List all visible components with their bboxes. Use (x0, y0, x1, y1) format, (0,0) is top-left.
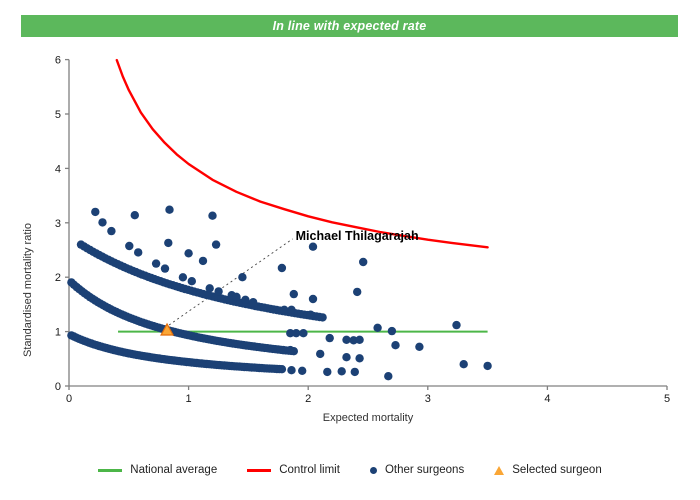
surgeon-dot[interactable] (165, 205, 174, 214)
surgeon-dot[interactable] (289, 289, 298, 299)
surgeon-dot[interactable] (214, 287, 223, 296)
surgeon-dot[interactable] (151, 259, 161, 268)
surgeon-dot[interactable] (350, 367, 359, 377)
surgeon-dot[interactable] (125, 241, 134, 251)
surgeon-dot-icon (369, 466, 377, 474)
surgeon-dot[interactable] (306, 310, 315, 319)
x-tick-label: 0 (66, 393, 72, 405)
surgeon-dot[interactable] (91, 207, 100, 217)
surgeon-dot[interactable] (107, 226, 116, 236)
surgeon-dot[interactable] (198, 256, 208, 266)
surgeon-dot[interactable] (232, 292, 241, 301)
surgeon-dot[interactable] (184, 249, 193, 258)
surgeon-dot[interactable] (187, 277, 196, 286)
y-tick-label: 1 (55, 327, 61, 339)
y-tick-label: 2 (55, 272, 61, 284)
surgeon-dot[interactable] (337, 367, 346, 376)
legend-item-selected-surgeon: Selected surgeon (494, 464, 602, 476)
surgeon-dot[interactable] (287, 305, 296, 314)
surgeon-dot[interactable] (164, 238, 173, 248)
surgeon-dot[interactable] (355, 335, 364, 344)
status-banner: In line with expected rate (21, 15, 678, 37)
surgeon-dot[interactable] (299, 329, 308, 338)
surgeon-dot[interactable] (483, 361, 492, 371)
surgeon-dot[interactable] (342, 335, 351, 344)
surgeon-dot[interactable] (286, 329, 295, 338)
surgeon-dot[interactable] (292, 329, 301, 338)
surgeon-dot[interactable] (280, 305, 289, 314)
surgeon-dot[interactable] (387, 326, 397, 336)
surgeon-dot[interactable] (353, 287, 362, 297)
surgeon-dot[interactable] (308, 242, 318, 251)
legend: National average Control limit Other sur… (0, 464, 700, 476)
y-tick-label: 4 (55, 163, 61, 175)
x-axis-title: Expected mortality (323, 412, 414, 424)
surgeon-dot[interactable] (208, 211, 217, 220)
surgeon-dot[interactable] (134, 248, 143, 257)
control-limit-curve (115, 58, 489, 249)
surgeon-dot[interactable] (211, 240, 221, 249)
selected-surgeon-label: Michael Thilagarajah (296, 229, 419, 243)
y-axis-title: Standardised mortality ratio (22, 223, 34, 357)
legend-label: Other surgeons (384, 464, 465, 476)
surgeon-dot[interactable] (205, 284, 214, 293)
legend-label: Control limit (279, 464, 340, 476)
legend-item-national-average: National average (98, 464, 217, 476)
surgeon-dot[interactable] (342, 353, 351, 362)
surgeon-dot[interactable] (160, 264, 170, 273)
control-limit-line-icon (247, 468, 272, 472)
selected-surgeon-marker[interactable] (160, 322, 175, 336)
legend-item-control-limit: Control limit (247, 464, 340, 476)
surgeon-dot[interactable] (391, 341, 400, 350)
x-tick-label: 1 (186, 393, 192, 405)
surgeon-dot[interactable] (308, 294, 318, 304)
surgeon-dot[interactable] (277, 365, 287, 374)
x-tick-label: 5 (664, 393, 670, 405)
surgeon-dot[interactable] (286, 345, 295, 355)
funnel-plot: 0 1 2 3 4 5 6 0 1 2 3 4 5 Standardised mortality rat… (22, 55, 670, 424)
surgeon-dot[interactable] (355, 354, 364, 363)
surgeon-dot[interactable] (98, 218, 107, 227)
legend-item-other-surgeons: Other surgeons (369, 464, 465, 476)
surgeon-dot[interactable] (415, 342, 424, 351)
surgeon-dot[interactable] (249, 298, 258, 307)
x-tick-label: 3 (425, 393, 431, 405)
surgeon-dot[interactable] (178, 273, 188, 282)
surgeon-dot[interactable] (287, 366, 296, 375)
legend-label: National average (130, 464, 218, 476)
axes: 0 1 2 3 4 5 6 0 1 2 3 4 5 (55, 55, 670, 405)
plot-series (67, 58, 492, 381)
x-tick-label: 2 (305, 393, 311, 405)
surgeon-dot[interactable] (349, 336, 358, 345)
surgeon-dot[interactable] (452, 320, 461, 330)
surgeon-dot[interactable] (384, 372, 393, 381)
surgeon-dot[interactable] (323, 367, 332, 377)
surgeon-dot[interactable] (318, 313, 327, 322)
surgeon-dot[interactable] (316, 349, 325, 359)
surgeon-dot[interactable] (238, 273, 247, 282)
x-tick-label: 4 (544, 393, 550, 405)
surgeon-dot[interactable] (241, 295, 250, 304)
selected-surgeon-triangle-icon (494, 465, 505, 475)
y-tick-label: 0 (55, 381, 61, 393)
surgeon-dot[interactable] (459, 360, 468, 369)
status-banner-text: In line with expected rate (272, 19, 427, 33)
y-tick-label: 3 (55, 218, 61, 230)
surgeon-dot[interactable] (277, 263, 287, 273)
surgeon-dot[interactable] (278, 345, 288, 355)
surgeon-dot[interactable] (373, 323, 382, 332)
callout-line (168, 238, 293, 326)
surgeon-dot[interactable] (325, 333, 334, 343)
national-average-line-icon (98, 468, 123, 472)
surgeon-dot[interactable] (298, 366, 307, 375)
surgeon-dot[interactable] (359, 257, 368, 267)
y-tick-label: 5 (55, 109, 61, 121)
surgeon-dot[interactable] (130, 211, 139, 220)
legend-label: Selected surgeon (512, 464, 602, 476)
y-tick-label: 6 (55, 55, 61, 67)
